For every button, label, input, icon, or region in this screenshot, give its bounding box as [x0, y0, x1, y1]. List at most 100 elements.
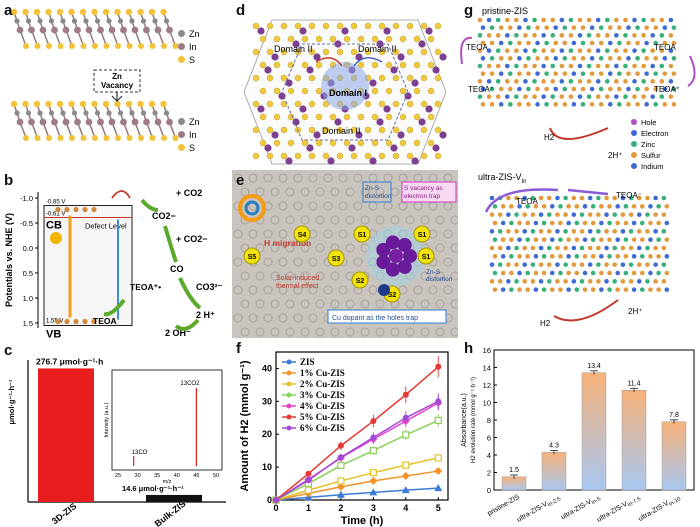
lattice-atom [612, 212, 618, 217]
lattice-ring [308, 173, 318, 183]
sulfur-atom [259, 61, 267, 69]
s-atom [103, 135, 110, 141]
legend-label: 2% Cu-ZIS [300, 379, 345, 389]
domain-label: Domain I [329, 88, 367, 98]
lattice-atom [628, 279, 634, 284]
lattice-atom [544, 71, 549, 76]
lattice-atom [631, 237, 637, 242]
lattice-atom [599, 237, 604, 242]
lattice-atom [623, 33, 628, 38]
lattice-ring [450, 215, 458, 225]
lattice-ring [233, 313, 243, 323]
hole-dot [73, 318, 79, 325]
lattice-atom [582, 204, 588, 209]
lattice-atom [504, 79, 510, 84]
lattice-ring [278, 173, 288, 183]
zn-atom [163, 110, 170, 116]
teoa-arrow [484, 188, 559, 213]
s-dot-icon [178, 144, 185, 151]
lattice-ring [375, 215, 385, 225]
legend-zn: Zn [178, 28, 200, 41]
in-atom [85, 26, 93, 34]
sulfur-atom [329, 113, 337, 121]
x-category-label: ultra-ZIS-VIn-2.5 [516, 494, 562, 526]
cluster-atom [385, 235, 400, 250]
bar [501, 476, 527, 491]
h-migration-label: H migration [264, 238, 311, 248]
lattice-ring [330, 299, 340, 309]
lattice-atom [635, 102, 640, 107]
lattice-ring [338, 285, 348, 295]
y-tick-label: 0.5 [23, 269, 33, 278]
sulfur-atom [434, 22, 442, 30]
lattice-atom [530, 212, 536, 217]
lattice-atom [589, 86, 595, 92]
sulfur-atom [378, 100, 386, 108]
lattice-atom [495, 48, 501, 53]
sulfur-atom [322, 152, 330, 160]
lattice-atom [541, 270, 547, 276]
data-point [370, 434, 377, 441]
lattice-atom [562, 86, 568, 92]
lattice-atom [492, 220, 498, 226]
lattice-atom [497, 212, 503, 217]
lattice-atom [563, 195, 568, 201]
zn-atom [152, 18, 158, 24]
sulfur-site [327, 249, 345, 267]
lattice-atom [626, 25, 631, 30]
indium-atom [432, 144, 440, 152]
lattice-atom [656, 220, 661, 226]
sulfur-site [417, 247, 435, 265]
lattice-ring [293, 257, 303, 267]
panel-c: c μmol·g⁻¹·h⁻¹ 276.7 μmol·g⁻¹·h 14.6 μmol·… [0, 340, 232, 527]
in-atom [62, 26, 70, 34]
sulfur-atom [371, 113, 379, 121]
lattice-atom [598, 102, 604, 107]
lattice-atom [607, 204, 612, 209]
lattice-atom [559, 94, 565, 99]
lattice-atom [544, 25, 549, 30]
legend-marker [286, 392, 292, 398]
s-atom [10, 100, 18, 108]
lattice-atom [648, 204, 653, 209]
lattice-atom [641, 33, 646, 38]
lattice-atom [538, 262, 544, 267]
lattice-ring [270, 299, 280, 309]
lattice-atom [498, 40, 504, 46]
s-atom [46, 43, 52, 49]
s-atom [102, 8, 110, 16]
lattice-atom [486, 33, 492, 38]
lattice-atom [506, 262, 511, 267]
y-axis-label-2: H2 evolution rate (mmol g⁻¹ h⁻¹) [471, 377, 477, 463]
lattice-atom [614, 33, 619, 38]
lattice-atom [644, 86, 649, 92]
sulfur-atom [294, 100, 302, 108]
lattice-ring [278, 285, 288, 295]
lattice-atom [577, 94, 583, 99]
inset-y-label: Intensity (a.u.) [104, 402, 110, 437]
panel-f-label: f [236, 340, 241, 357]
lattice-atom [532, 79, 537, 84]
lattice-atom [558, 204, 563, 209]
s-atom [115, 135, 121, 141]
sulfur-atom [427, 113, 435, 121]
lattice-ring [345, 243, 355, 253]
solar-logo-icon [244, 200, 260, 216]
indium-atom [285, 157, 293, 165]
lattice-atom [604, 262, 609, 267]
hole-dot [91, 318, 97, 325]
lattice-atom [620, 279, 626, 284]
s-atom [91, 8, 98, 16]
teoa-arrow [687, 55, 696, 87]
x-category-suffix: In-2.5 [547, 496, 562, 508]
lattice-atom [566, 254, 571, 259]
panel-g: g pristine-ZIS TEOA TEOA⁺ TEOA TEOA⁺ H2 2H⁺ Hol… [458, 0, 700, 338]
lattice-atom [596, 212, 601, 217]
inset-x-tick: 35 [154, 473, 160, 479]
lattice-atom [555, 279, 560, 284]
s-atom [148, 8, 156, 16]
lattice-atom [662, 71, 668, 76]
lattice-atom [582, 237, 588, 242]
domain-label: Domain II [358, 44, 397, 54]
lattice-ring [345, 299, 355, 309]
